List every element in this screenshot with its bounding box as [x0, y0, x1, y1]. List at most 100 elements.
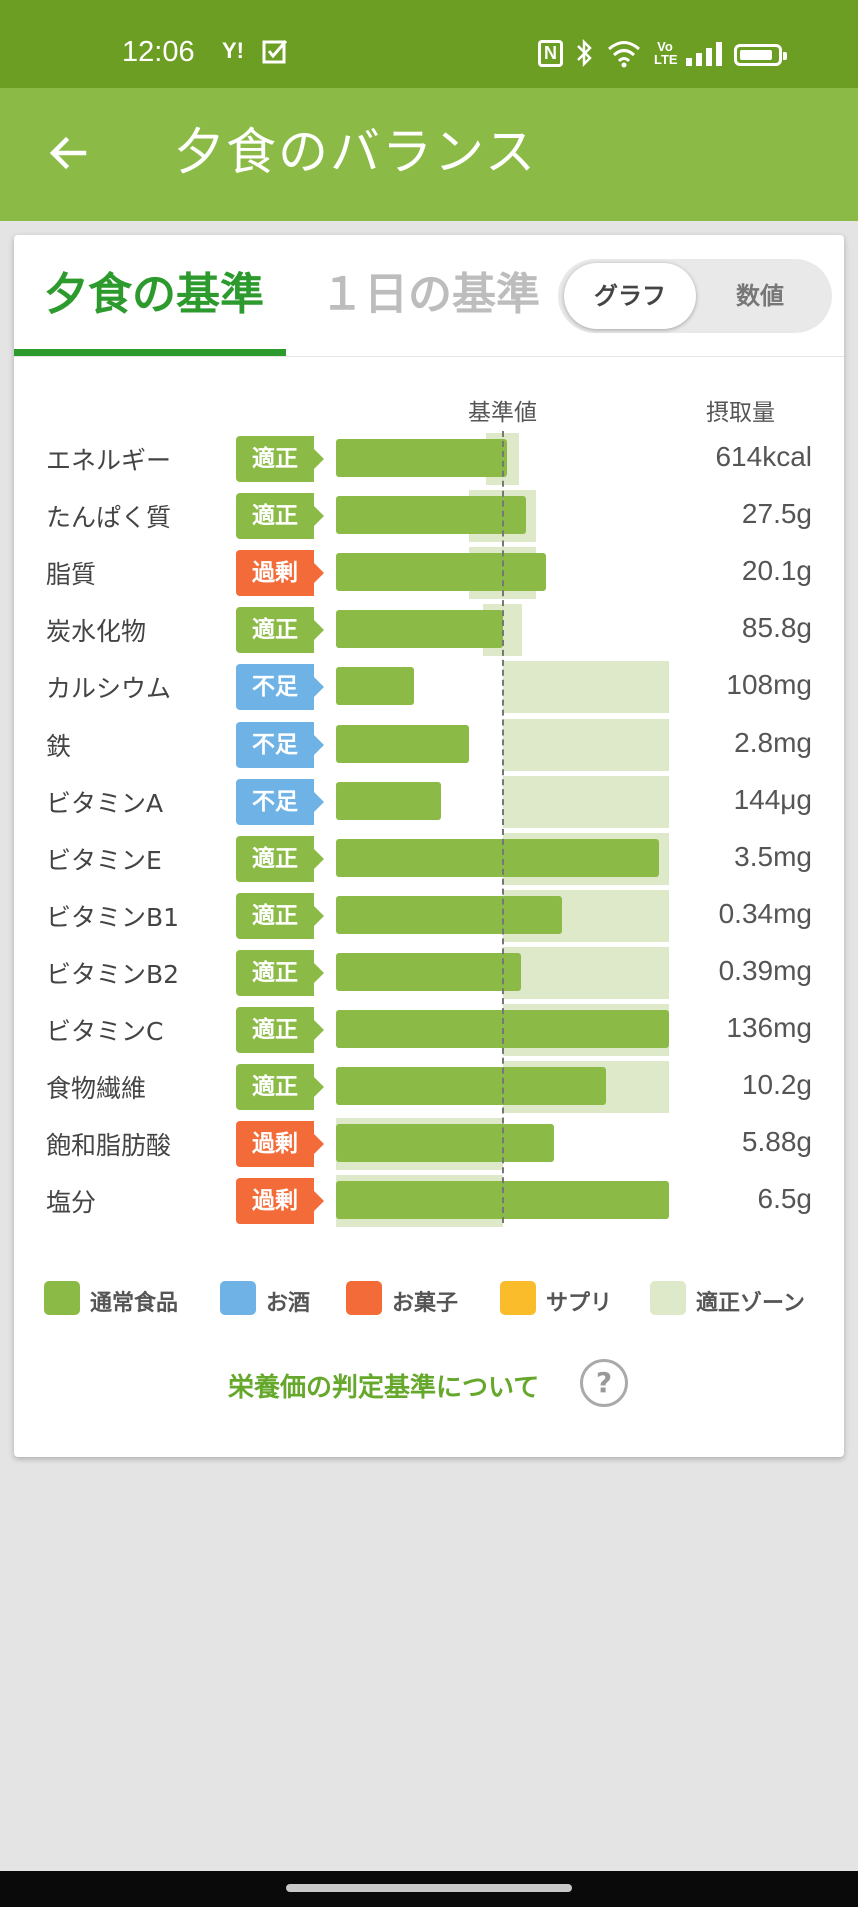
toggle-graph[interactable]: グラフ	[564, 263, 696, 329]
intake-bar	[336, 953, 521, 991]
bar-track	[336, 945, 669, 1002]
intake-value: 0.34mg	[718, 898, 812, 929]
status-badge: 過剰	[236, 550, 324, 596]
nutrient-name: ビタミンB2	[46, 960, 180, 989]
status-badge: 適正	[236, 950, 324, 996]
nutrient-name: 食物繊維	[46, 1074, 147, 1103]
bar-track	[336, 659, 669, 716]
status-bar: 12:06 Y! N Vo LTE	[0, 0, 858, 88]
home-gesture-handle[interactable]	[286, 1884, 572, 1892]
status-badge: 過剰	[236, 1178, 324, 1224]
wifi-icon	[608, 41, 640, 68]
tab-daily-standard[interactable]: １日の基準	[320, 269, 540, 320]
nutrient-name: ビタミンA	[46, 789, 164, 818]
legend-label: サプリ	[546, 1291, 613, 1316]
status-badge: 適正	[236, 836, 324, 882]
criteria-link[interactable]: 栄養価の判定基準について	[228, 1373, 540, 1403]
nutrient-name: カルシウム	[46, 674, 172, 703]
intake-bar	[336, 725, 470, 763]
intake-bar	[336, 782, 441, 820]
intake-bar	[336, 610, 503, 648]
tab-indicator	[14, 349, 286, 356]
status-badge: 適正	[236, 436, 324, 482]
yahoo-icon: Y!	[222, 38, 244, 63]
reference-header: 基準値	[468, 400, 537, 426]
intake-bar	[336, 667, 415, 705]
balance-card: 夕食の基準 １日の基準 グラフ 数値 基準値 摂取量 エネルギー 適正 614kca…	[14, 235, 844, 1457]
bar-track	[336, 545, 669, 602]
intake-value: 144μg	[733, 784, 812, 815]
legend-swatch	[346, 1281, 382, 1315]
legend-swatch	[220, 1281, 256, 1315]
nutrient-row: 塩分 過剰 6.5g	[14, 1173, 844, 1230]
status-badge: 不足	[236, 722, 324, 768]
nutrient-name: エネルギー	[46, 446, 172, 475]
intake-bar	[336, 439, 508, 477]
check-box-icon	[262, 40, 288, 64]
appropriate-zone	[502, 947, 669, 999]
nutrient-name: 炭水化物	[46, 617, 147, 646]
legend-swatch	[44, 1281, 80, 1315]
bar-track	[336, 1059, 669, 1116]
legend-swatch	[650, 1281, 686, 1315]
intake-value: 2.8mg	[734, 727, 812, 758]
status-badge: 不足	[236, 664, 324, 710]
nutrient-row: たんぱく質 適正 27.5g	[14, 488, 844, 545]
nutrient-row: 炭水化物 適正 85.8g	[14, 602, 844, 659]
bar-track	[336, 602, 669, 659]
system-nav-bar	[0, 1871, 858, 1907]
intake-bar	[336, 553, 546, 591]
intake-value: 27.5g	[741, 498, 812, 529]
nutrient-name: ビタミンB1	[46, 903, 180, 932]
nutrient-row: 鉄 不足 2.8mg	[14, 717, 844, 774]
intake-value: 10.2g	[741, 1069, 812, 1100]
bluetooth-icon	[577, 38, 592, 68]
battery-icon	[734, 44, 787, 66]
bar-track	[336, 888, 669, 945]
bar-track	[336, 774, 669, 831]
status-badge: 適正	[236, 893, 324, 939]
intake-bar	[336, 896, 563, 934]
nutrient-row: 食物繊維 適正 10.2g	[14, 1059, 844, 1116]
nutrient-row: ビタミンC 適正 136mg	[14, 1002, 844, 1059]
help-circle-icon[interactable]: ?	[580, 1359, 628, 1407]
intake-bar	[336, 1124, 555, 1162]
nutrient-name: たんぱく質	[46, 503, 172, 532]
intake-value: 3.5mg	[734, 841, 812, 872]
intake-header: 摂取量	[706, 400, 775, 426]
status-badge: 適正	[236, 1007, 324, 1053]
intake-value: 136mg	[726, 1012, 812, 1043]
legend-label: お菓子	[392, 1291, 459, 1316]
nutrient-row: 脂質 過剰 20.1g	[14, 545, 844, 602]
intake-value: 5.88g	[741, 1126, 812, 1157]
nutrient-name: 脂質	[46, 560, 97, 589]
nutrient-name: ビタミンE	[46, 846, 162, 875]
status-badge: 適正	[236, 607, 324, 653]
nutrient-name: 飽和脂肪酸	[46, 1131, 172, 1160]
intake-value: 20.1g	[741, 555, 812, 586]
status-badge: 不足	[236, 779, 324, 825]
status-badge: 適正	[236, 493, 324, 539]
appropriate-zone	[502, 719, 669, 771]
page-title: 夕食のバランス	[174, 123, 537, 181]
arrow-back-icon[interactable]	[44, 128, 94, 178]
nutrient-row: ビタミンA 不足 144μg	[14, 774, 844, 831]
tab-divider	[14, 356, 844, 357]
legend-swatch	[500, 1281, 536, 1315]
volte-icon: Vo LTE	[654, 39, 678, 67]
signal-icon	[686, 42, 722, 66]
status-badge: 適正	[236, 1064, 324, 1110]
toggle-numbers[interactable]: 数値	[736, 282, 784, 310]
intake-value: 85.8g	[741, 612, 812, 643]
tab-dinner-standard[interactable]: 夕食の基準	[44, 269, 264, 320]
legend-label: 適正ゾーン	[696, 1291, 805, 1316]
bar-track	[336, 831, 669, 888]
reference-line	[502, 431, 504, 1223]
intake-bar	[336, 1067, 606, 1105]
intake-value: 0.39mg	[718, 955, 812, 986]
intake-value: 6.5g	[757, 1183, 813, 1214]
intake-bar	[336, 839, 659, 877]
legend-label: お酒	[266, 1291, 311, 1316]
nutrient-row: エネルギー 適正 614kcal	[14, 431, 844, 488]
legend-label: 通常食品	[90, 1291, 179, 1316]
